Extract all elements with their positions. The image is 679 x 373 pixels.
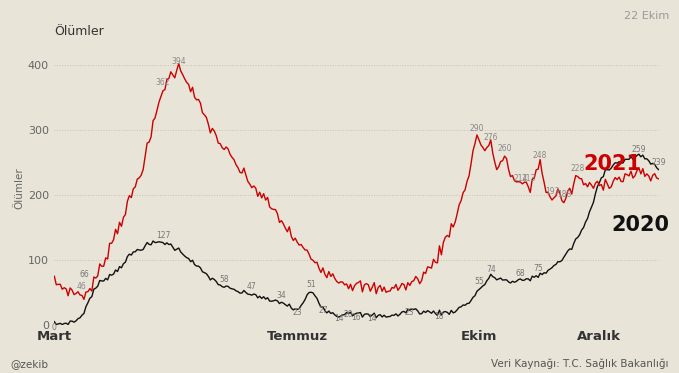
Text: 14: 14 [367,314,377,323]
Text: 18: 18 [435,311,444,321]
Text: 188: 188 [557,190,571,200]
Text: 51: 51 [306,280,316,289]
Text: 362: 362 [155,78,170,87]
Text: 23: 23 [405,308,415,317]
Text: 290: 290 [470,124,484,133]
Text: 214: 214 [513,173,528,182]
Text: Veri Kaynağı: T.C. Sağlık Bakanlığı: Veri Kaynağı: T.C. Sağlık Bakanlığı [492,359,669,369]
Text: 27: 27 [318,306,328,315]
Text: 20: 20 [344,310,353,319]
Text: 248: 248 [533,151,547,160]
Text: Ölümler: Ölümler [54,25,104,38]
Text: 2021: 2021 [583,154,642,174]
Text: 75: 75 [533,264,543,273]
Text: 127: 127 [155,231,170,239]
Text: 55: 55 [474,277,484,286]
Text: 260: 260 [497,144,512,153]
Text: 58: 58 [219,275,229,284]
Text: 228: 228 [570,164,585,173]
Text: 66: 66 [79,270,89,279]
Text: 0: 0 [52,323,57,332]
Text: 239: 239 [651,158,666,167]
Text: 23: 23 [293,308,302,317]
Text: 2020: 2020 [611,214,669,235]
Text: 213: 213 [521,174,536,183]
Text: @zekib: @zekib [10,359,48,369]
Text: 22 Ekim: 22 Ekim [623,11,669,21]
Text: 259: 259 [631,145,646,154]
Text: 14: 14 [334,314,344,323]
Text: 68: 68 [515,269,525,278]
Text: 193: 193 [545,187,559,196]
Text: 16: 16 [352,313,361,322]
Text: 47: 47 [247,282,257,291]
Text: 34: 34 [276,291,287,300]
Text: 394: 394 [171,57,186,66]
Text: 74: 74 [486,265,496,274]
Text: 46: 46 [77,282,87,291]
Y-axis label: Ölümler: Ölümler [15,167,25,209]
Text: 276: 276 [483,133,498,142]
